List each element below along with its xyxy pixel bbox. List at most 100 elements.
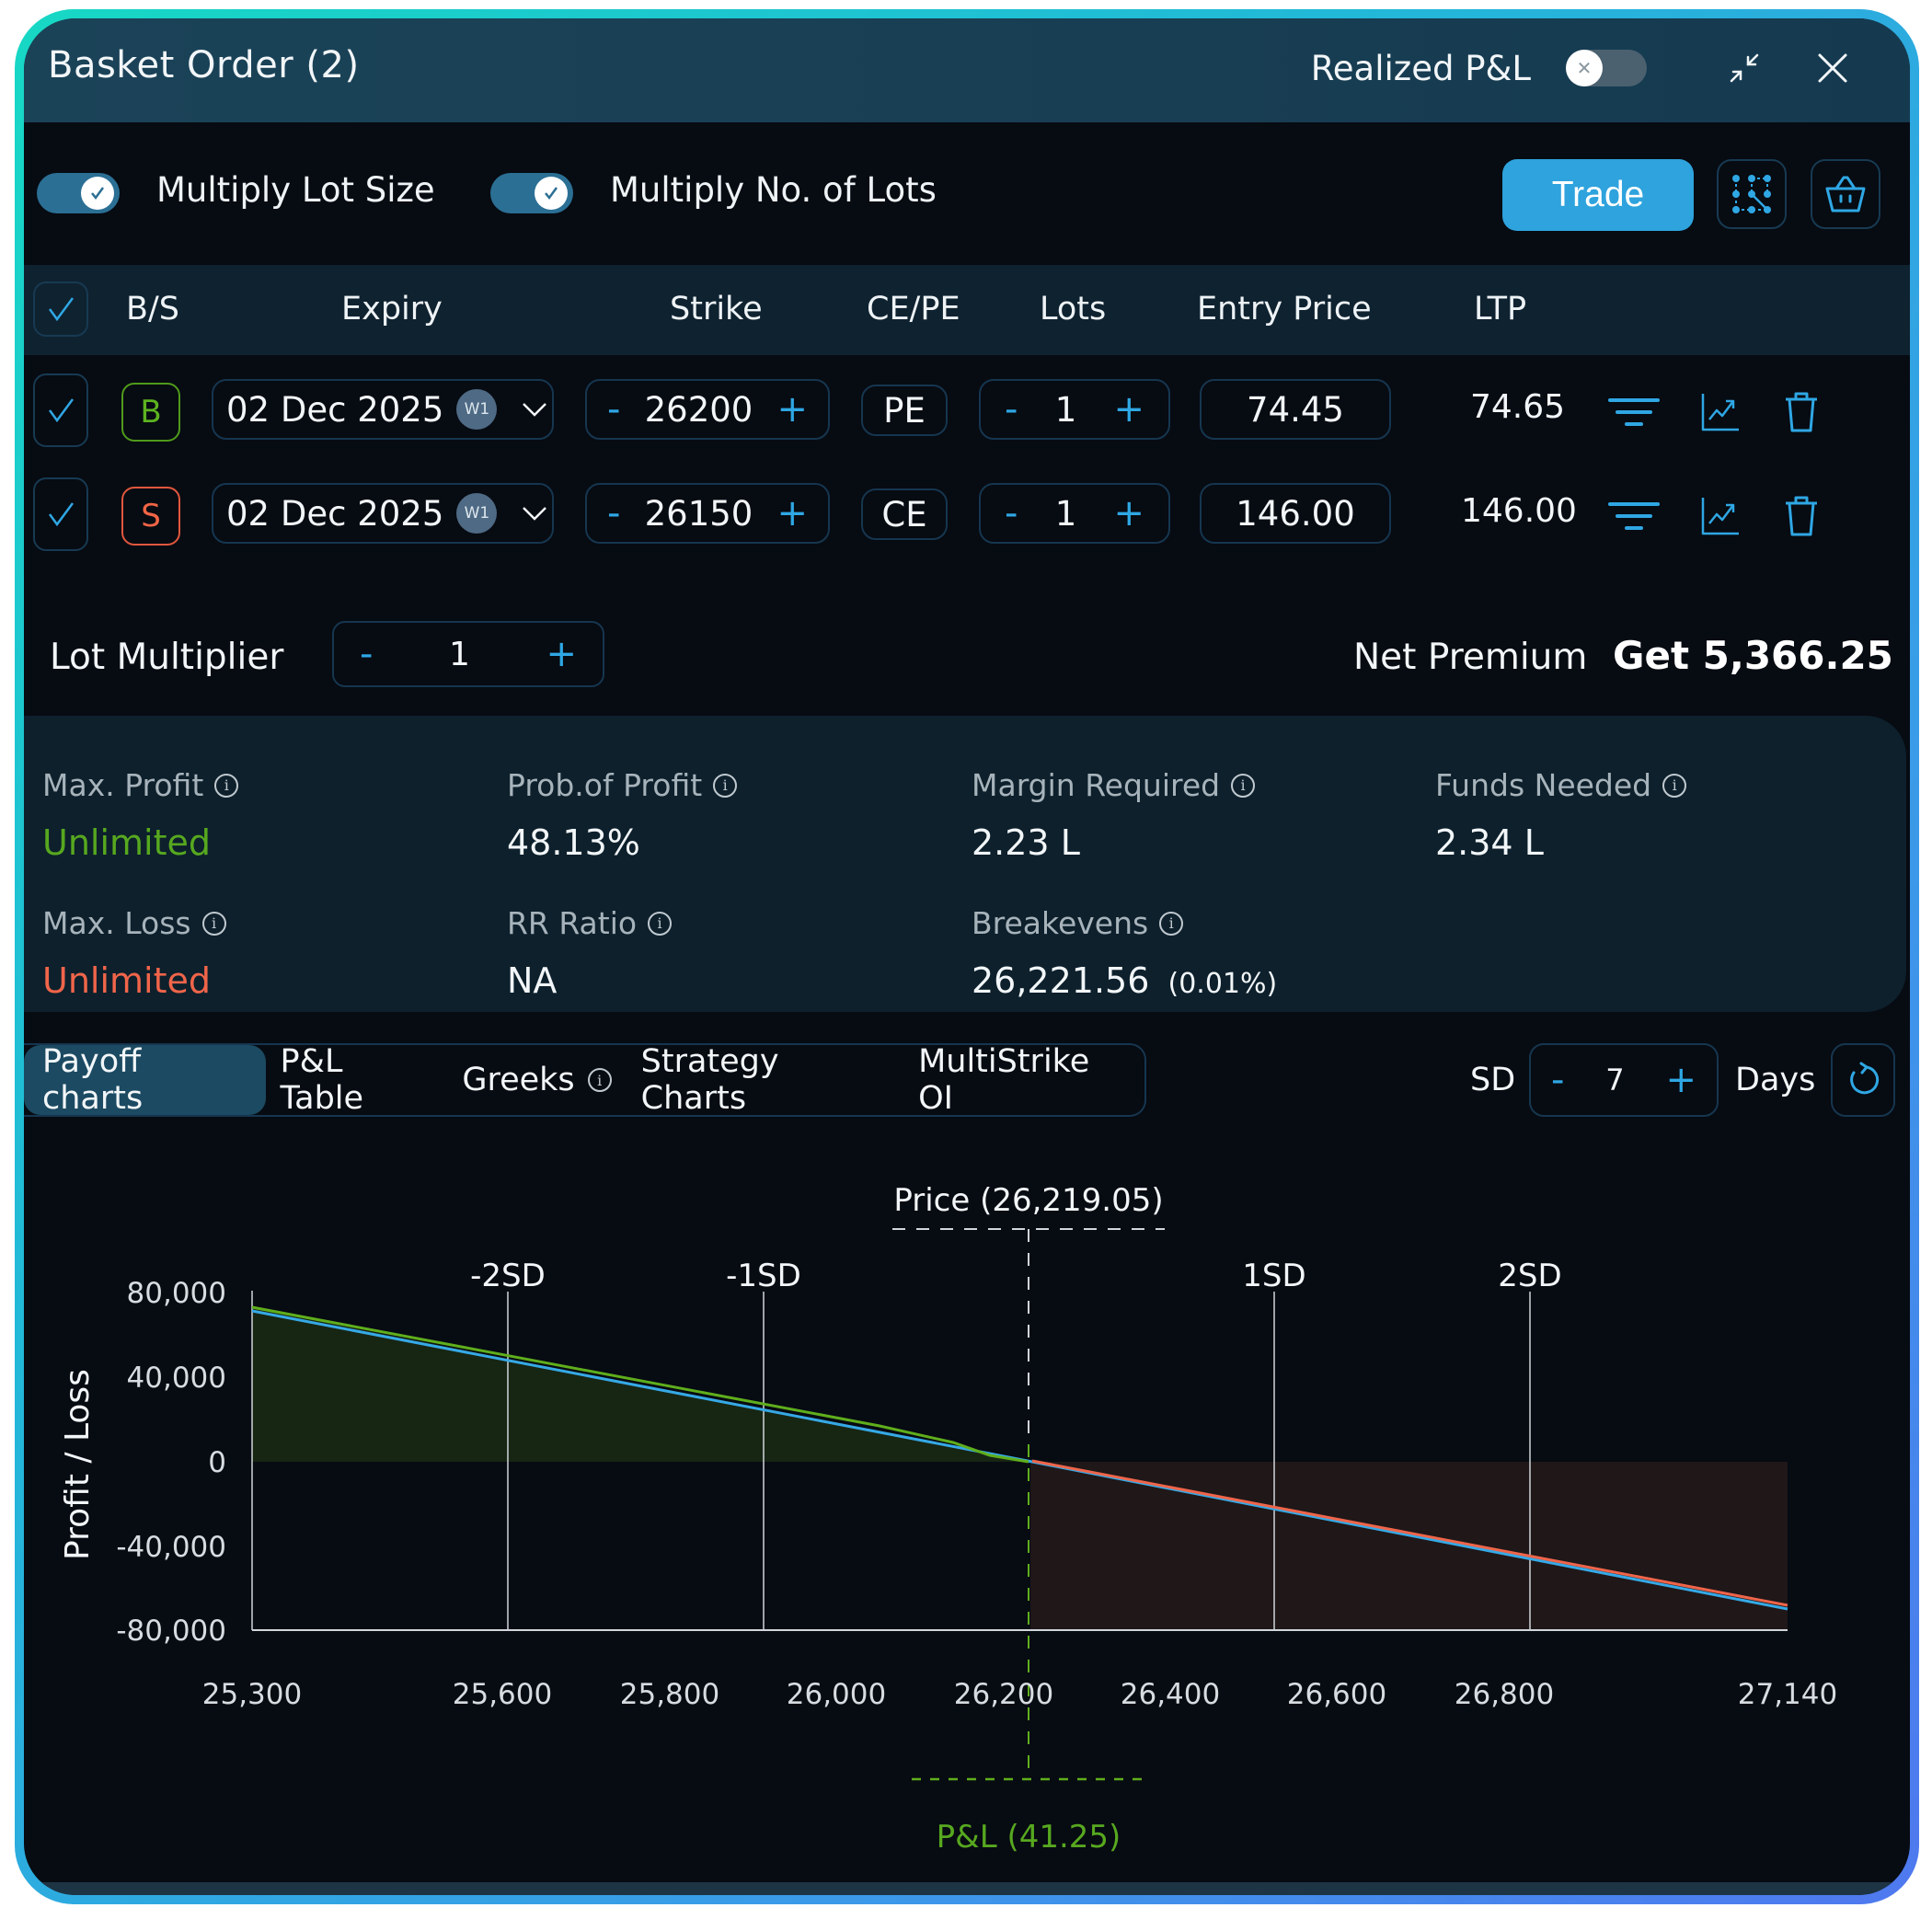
expiry-dropdown[interactable]: 02 Dec 2025 W1: [212, 483, 554, 544]
check-icon: [48, 297, 75, 322]
refresh-button[interactable]: [1831, 1043, 1895, 1117]
leg-chart-button[interactable]: [1693, 488, 1748, 544]
strike-stepper: - 26200 +: [585, 379, 830, 440]
buy-sell-badge[interactable]: B: [121, 383, 180, 442]
multiply-no-of-lots-label: Multiply No. of Lots: [610, 170, 937, 210]
entry-price-input[interactable]: 74.45: [1200, 379, 1391, 440]
collapse-arrows-icon: [1730, 53, 1759, 83]
breakevens-value: 26,221.56 (0.01%): [972, 960, 1277, 1001]
sd-days-value[interactable]: 7: [1605, 1063, 1625, 1097]
select-all-checkbox[interactable]: [33, 282, 88, 337]
svg-text:-40,000: -40,000: [116, 1531, 226, 1564]
sd-lines: [507, 1292, 1531, 1630]
close-icon: [1818, 53, 1847, 83]
lots-decrement-button[interactable]: -: [1005, 388, 1018, 431]
row-checkbox[interactable]: [33, 477, 88, 551]
y-tick-labels: 80,000 40,000 0 -40,000 -80,000: [116, 1277, 226, 1648]
tab-pnl-table[interactable]: P&L Table: [280, 1043, 364, 1117]
trash-icon: [1786, 496, 1817, 536]
ltp-value: 74.65: [1470, 388, 1566, 426]
window-header: Basket Order (2) Realized P&L ✕: [24, 18, 1910, 122]
max-profit-label-text: Max. Profit: [42, 767, 204, 803]
svg-text:26,600: 26,600: [1287, 1678, 1386, 1711]
close-button[interactable]: [1811, 46, 1855, 90]
tab-greeks[interactable]: Greeks i: [447, 1045, 626, 1115]
max-loss-value: Unlimited: [42, 960, 211, 1001]
sd-days-decrement-button[interactable]: -: [1551, 1059, 1565, 1101]
entry-price-input[interactable]: 146.00: [1200, 483, 1391, 544]
loss-area: [1030, 1462, 1788, 1630]
strategy-builder-button[interactable]: [1717, 159, 1787, 229]
lot-multiplier-label: Lot Multiplier: [50, 637, 284, 678]
lot-multiplier-value[interactable]: 1: [449, 635, 470, 673]
strike-increment-button[interactable]: +: [776, 492, 808, 534]
delete-leg-button[interactable]: [1774, 385, 1829, 440]
info-icon[interactable]: i: [1159, 911, 1184, 936]
chart-tabs: Payoff charts P&L Table Greeks i Strategy…: [24, 1043, 1146, 1117]
sd-days-increment-button[interactable]: +: [1665, 1059, 1696, 1101]
info-icon[interactable]: i: [214, 773, 239, 798]
svg-text:26,800: 26,800: [1455, 1678, 1554, 1711]
loss-segment-line: [1031, 1459, 1788, 1607]
current-price-label: Price (26,219.05): [893, 1182, 1163, 1219]
breakeven-percent: (0.01%): [1167, 968, 1278, 1000]
svg-text:25,600: 25,600: [453, 1678, 552, 1711]
tab-multistrike-oi[interactable]: MultiStrike OI: [918, 1043, 1090, 1117]
rr-ratio-label: RR Ratio i: [507, 905, 673, 941]
leg-settings-button[interactable]: [1606, 488, 1662, 544]
lots-increment-button[interactable]: +: [1113, 492, 1144, 534]
lot-multiplier-increment-button[interactable]: +: [546, 633, 577, 675]
option-type-value: PE: [883, 390, 926, 431]
lots-value[interactable]: 1: [1054, 389, 1077, 430]
filter-lines-icon: [1608, 502, 1660, 530]
strike-value[interactable]: 26200: [644, 389, 753, 430]
margin-required-label: Margin Required i: [972, 767, 1256, 803]
option-type-value: CE: [881, 494, 927, 534]
info-icon[interactable]: i: [1231, 773, 1256, 798]
basket-button[interactable]: [1811, 159, 1880, 229]
current-pnl-label: P&L (41.25): [937, 1819, 1121, 1856]
info-icon[interactable]: i: [648, 911, 673, 936]
leg-settings-button[interactable]: [1606, 385, 1662, 440]
trade-button[interactable]: Trade: [1502, 159, 1694, 231]
strike-decrement-button[interactable]: -: [607, 492, 621, 534]
nodes-pattern-icon: [1732, 175, 1771, 213]
row-checkbox[interactable]: [33, 373, 88, 447]
leg-chart-button[interactable]: [1693, 385, 1748, 440]
info-icon[interactable]: i: [201, 911, 226, 936]
info-icon[interactable]: i: [587, 1068, 612, 1092]
tab-strategy-charts[interactable]: Strategy Charts: [640, 1043, 779, 1117]
payoff-chart-svg: -2SD -1SD 1SD 2SD Price (26,219.05) P&L …: [59, 1182, 1837, 1856]
svg-text:80,000: 80,000: [127, 1277, 226, 1310]
minimize-button[interactable]: [1722, 46, 1766, 90]
filter-lines-icon: [1608, 398, 1660, 426]
multiply-lot-size-label: Multiply Lot Size: [156, 170, 435, 210]
delete-leg-button[interactable]: [1774, 488, 1829, 544]
option-type-toggle[interactable]: CE: [861, 488, 948, 540]
column-header-entry-price: Entry Price: [1197, 291, 1372, 327]
net-premium-value: Get 5,366.25: [1613, 633, 1893, 678]
realized-pnl-toggle[interactable]: ✕: [1566, 50, 1647, 86]
info-icon[interactable]: i: [1662, 773, 1687, 798]
expiry-dropdown[interactable]: 02 Dec 2025 W1: [212, 379, 554, 440]
option-type-toggle[interactable]: PE: [861, 385, 948, 436]
multiply-no-of-lots-toggle[interactable]: [490, 173, 573, 213]
funds-needed-label-text: Funds Needed: [1435, 767, 1652, 803]
strike-value[interactable]: 26150: [644, 493, 753, 534]
multiply-lot-size-toggle[interactable]: [37, 173, 120, 213]
strike-increment-button[interactable]: +: [776, 388, 808, 431]
lots-decrement-button[interactable]: -: [1005, 492, 1018, 534]
chevron-down-icon: [523, 507, 547, 521]
tab-payoff-charts[interactable]: Payoff charts: [24, 1043, 266, 1117]
strike-decrement-button[interactable]: -: [607, 388, 621, 431]
breakevens-label-text: Breakevens: [972, 905, 1149, 941]
lots-increment-button[interactable]: +: [1113, 388, 1144, 431]
window-bottom-edge: [24, 1882, 1910, 1895]
info-icon[interactable]: i: [713, 773, 738, 798]
buy-sell-badge[interactable]: S: [121, 487, 180, 546]
lots-value[interactable]: 1: [1054, 493, 1077, 534]
svg-text:25,300: 25,300: [202, 1678, 302, 1711]
tab-greeks-label: Greeks: [462, 1062, 575, 1098]
entry-price-value: 74.45: [1247, 389, 1344, 430]
lot-multiplier-decrement-button[interactable]: -: [360, 633, 374, 675]
